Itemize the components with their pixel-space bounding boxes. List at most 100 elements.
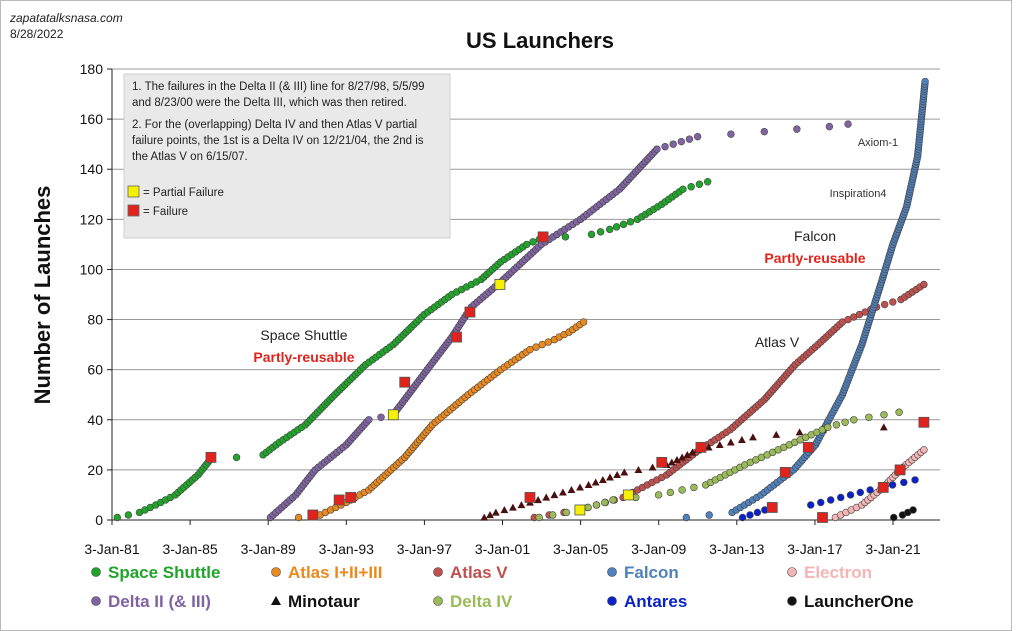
data-point: [605, 225, 614, 234]
legend-label: Delta IV: [450, 592, 513, 611]
x-tick-label: 3-Jan-13: [709, 541, 764, 557]
data-point: [825, 122, 834, 131]
data-point: [509, 503, 517, 511]
data-point: [856, 488, 864, 497]
y-tick-label: 100: [80, 261, 104, 277]
data-point: [749, 433, 757, 441]
y-tick-label: 160: [80, 111, 104, 127]
data-point: [688, 448, 697, 456]
data-point: [561, 233, 570, 241]
data-point: [920, 446, 928, 454]
partial-failure-marker: [494, 279, 506, 290]
legend-item-antares: Antares: [607, 592, 687, 611]
x-tick-label: 3-Jan-01: [475, 541, 530, 557]
legend-marker: [91, 567, 101, 577]
data-point: [880, 300, 889, 309]
failure-marker: [307, 509, 319, 521]
x-tick-label: 3-Jan-89: [241, 541, 296, 557]
data-point: [584, 503, 592, 512]
data-point: [559, 488, 567, 496]
data-point: [683, 450, 692, 458]
data-point: [673, 455, 681, 463]
annotation-axiom-1: Axiom-1: [858, 137, 898, 149]
data-point: [705, 511, 713, 519]
x-tick-label: 3-Jan-21: [865, 541, 920, 557]
y-axis-label: Number of Launches: [30, 186, 55, 405]
y-tick-label: 140: [80, 161, 104, 177]
data-point: [793, 125, 801, 133]
axes: [111, 69, 940, 521]
x-tick-label: 3-Jan-09: [631, 541, 686, 557]
data-point: [890, 513, 898, 522]
data-point: [534, 496, 543, 504]
annotation-inspiration4: Inspiration4: [830, 188, 887, 200]
y-tick-label: 40: [87, 412, 103, 428]
legend-marker: [433, 596, 443, 606]
failure-marker: [918, 416, 930, 428]
data-point: [690, 483, 698, 492]
failure-marker: [779, 466, 791, 478]
legend-item-launcherone: LauncherOne: [787, 592, 914, 611]
data-point: [613, 471, 622, 479]
data-point: [909, 506, 917, 514]
x-tick-labels: 3-Jan-81 3-Jan-85 3-Jan-89 3-Jan-93 3-Jan-97…: [84, 520, 921, 557]
data-point: [648, 463, 657, 471]
data-point: [587, 230, 596, 239]
data-point: [879, 423, 888, 431]
data-point: [844, 120, 852, 128]
legend-label: Space Shuttle: [108, 563, 220, 582]
data-point: [620, 468, 629, 476]
data-point: [606, 473, 614, 481]
series-falcon: [682, 77, 929, 522]
x-tick-label: 3-Jan-17: [787, 541, 842, 557]
data-point: [817, 498, 825, 507]
x-tick-label: 3-Jan-97: [397, 541, 452, 557]
data-point: [827, 496, 835, 504]
notes-background: [123, 73, 451, 239]
data-point: [232, 453, 241, 462]
data-point: [738, 513, 747, 522]
data-point: [687, 183, 695, 191]
legend-marker: [607, 596, 617, 606]
data-point: [661, 142, 669, 151]
legend-label: Atlas I+II+III: [288, 563, 383, 582]
x-tick-label: 3-Jan-05: [553, 541, 608, 557]
x-tick-label: 3-Jan-85: [162, 541, 217, 557]
data-point: [601, 498, 609, 507]
plot-area: [113, 77, 929, 522]
data-point: [920, 280, 928, 289]
failure-marker: [894, 464, 906, 476]
data-point: [880, 411, 888, 419]
legend-marker: [433, 567, 443, 577]
legend-marker: [787, 596, 797, 606]
data-point: [667, 458, 676, 466]
data-point: [654, 491, 663, 499]
data-point: [841, 418, 849, 426]
y-tick-label: 20: [87, 462, 103, 478]
failure-marker: [205, 451, 217, 463]
failure-marker: [399, 376, 411, 388]
annotation-atlas-v: Atlas V: [755, 334, 800, 350]
data-point: [746, 511, 754, 519]
data-point: [486, 511, 494, 519]
y-tick-label: 120: [80, 211, 104, 227]
data-point: [824, 423, 832, 431]
data-point: [294, 513, 303, 522]
annotation-shuttle-reusable: Partly-reusable: [253, 349, 354, 365]
legend-label: LauncherOne: [804, 592, 914, 611]
legend-marker: [787, 567, 797, 577]
partial-failure-marker: [387, 409, 399, 421]
data-point: [480, 513, 489, 521]
data-point: [911, 476, 919, 484]
notes-box: 1. The failures in the Delta II (& III) …: [123, 73, 451, 239]
series-launcherone: [890, 506, 917, 522]
data-point: [679, 185, 687, 193]
failure-markers: [205, 231, 930, 523]
data-point: [677, 137, 686, 146]
partial-failure-swatch: [127, 185, 140, 198]
legend-item-space-shuttle: Space Shuttle: [91, 563, 220, 582]
data-point: [491, 508, 500, 516]
data-point: [795, 428, 804, 436]
data-point: [579, 318, 588, 326]
legend-item-delta-ii-iii: Delta II (& III): [91, 592, 211, 611]
